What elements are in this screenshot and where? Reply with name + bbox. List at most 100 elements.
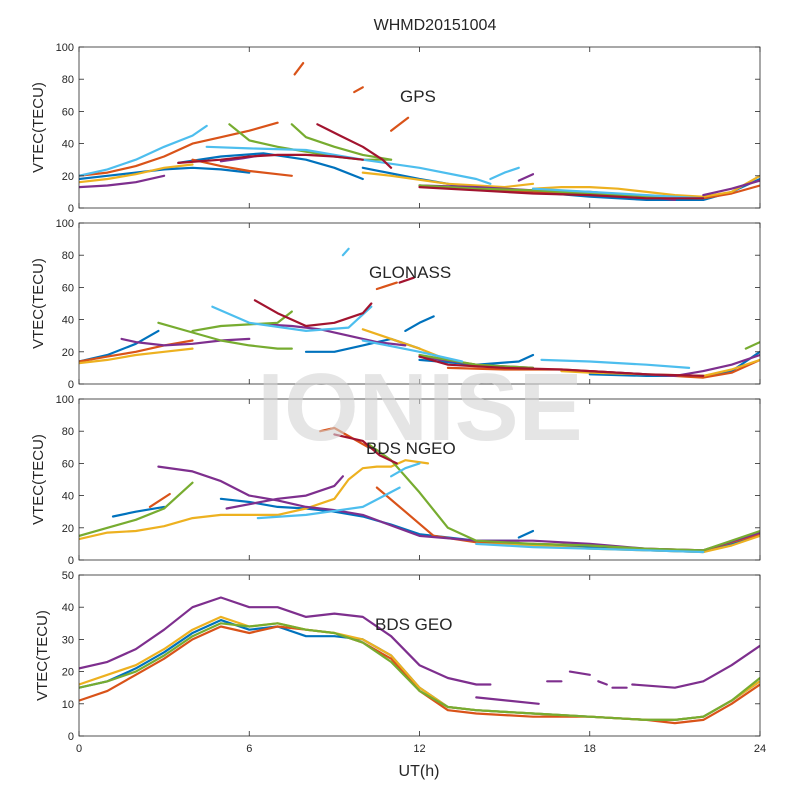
series-line-18 [418,353,535,369]
series-line-4 [79,121,279,177]
series-line-26 [418,355,705,377]
series-line-11 [631,644,760,689]
series-line-6 [319,426,370,449]
y-tick-label: 0 [68,203,74,215]
series-line-5 [148,492,171,508]
series-line-8 [390,116,410,132]
series-line-8 [79,459,430,541]
y-tick-label: 0 [68,555,74,567]
series-line-6 [293,61,305,76]
y-tick-label: 100 [56,42,74,54]
series-line-12 [79,481,194,538]
y-tick-label: 60 [62,106,74,118]
y-tick-label: 40 [62,602,74,614]
series-line-18 [702,179,760,197]
series-line-3 [517,529,535,539]
series-line-21 [418,184,705,200]
y-axis-label: VTEC(TECU) [34,610,51,701]
y-tick-label: 40 [62,315,74,327]
series-line-4 [418,353,535,366]
y-tick-label: 60 [62,458,74,470]
series-line-26 [177,153,364,164]
y-axis-label: VTEC(TECU) [30,258,47,349]
y-tick-label: 10 [62,699,74,711]
series-line-1 [79,166,251,181]
series-line-1 [111,505,166,518]
series-line-5 [79,596,492,686]
plot-area [79,575,760,736]
x-tick-label: 24 [754,743,766,755]
series-line-12 [531,186,705,198]
panel-annotation: BDS GEO [375,615,452,634]
y-tick-label: 50 [62,570,74,582]
x-tick-label: 6 [246,743,252,755]
y-axis-label: VTEC(TECU) [30,82,47,173]
series-line-17 [517,173,535,182]
series-group [79,426,760,554]
y-tick-label: 20 [62,171,74,183]
y-tick-label: 20 [62,523,74,535]
series-line-21 [341,247,350,257]
series-line-3 [404,315,435,332]
plot-area [79,47,760,208]
series-line-22 [79,124,208,177]
x-tick-label: 12 [413,743,425,755]
y-tick-label: 80 [62,74,74,86]
series-line-17 [333,433,398,465]
series-line-28 [418,186,705,200]
panel-annotation: GPS [400,87,436,106]
series-line-17 [191,310,293,332]
series-line-24 [253,299,373,328]
series-group [79,247,760,379]
panel-annotation: BDS NGEO [366,439,456,458]
series-line-16 [157,321,293,350]
y-tick-label: 40 [62,139,74,151]
series-line-13 [702,174,760,198]
series-line-20 [211,305,373,332]
series-line-25 [398,276,415,284]
y-tick-label: 80 [62,250,74,262]
series-line-16 [475,542,705,554]
panel-4: 0 10 20 30 40 50 0 6 12 18 24 VTEC(TECU) BDS GEO [34,570,766,755]
series-line-5 [191,158,293,177]
series-group [79,61,760,201]
figure-title: WHMD20151004 [374,17,497,34]
series-line-24 [489,166,520,181]
series-line-9 [79,347,194,365]
panel-2: 0 20 40 60 80 100 VTEC(TECU) GLONASS [30,218,761,391]
series-line-4 [79,622,760,722]
series-line-23 [540,358,691,369]
y-tick-label: 0 [68,379,74,391]
series-line-2 [79,625,760,725]
y-tick-label: 20 [62,347,74,359]
series-line-20 [290,123,393,161]
series-line-2 [177,152,364,181]
x-axis-label: UT(h) [399,763,440,780]
panel-1: 0 20 40 60 80 100 VTEC(TECU) GPS [30,42,761,215]
y-tick-label: 60 [62,282,74,294]
series-line-7 [375,281,398,291]
y-axis-label: VTEC(TECU) [30,434,47,525]
series-line-6 [475,696,540,705]
y-tick-label: 20 [62,667,74,679]
series-line-14 [256,486,401,520]
x-tick-label: 0 [76,743,82,755]
series-line-25 [531,187,705,200]
series-line-13 [367,443,760,552]
watermark: IONISE [257,354,582,461]
series-line-19 [744,341,760,350]
series-line-7 [353,86,364,94]
panel-annotation: GLONASS [369,263,451,282]
series-group [79,596,760,725]
series-line-15 [390,462,421,478]
y-tick-label: 30 [62,634,74,646]
x-tick-label: 18 [584,743,596,755]
series-line-9 [597,680,608,686]
y-tick-label: 0 [68,731,74,743]
series-line-11 [361,171,535,189]
y-tick-label: 100 [56,218,74,230]
series-line-10 [79,163,194,184]
y-tick-label: 80 [62,426,74,438]
series-line-8 [568,670,591,676]
